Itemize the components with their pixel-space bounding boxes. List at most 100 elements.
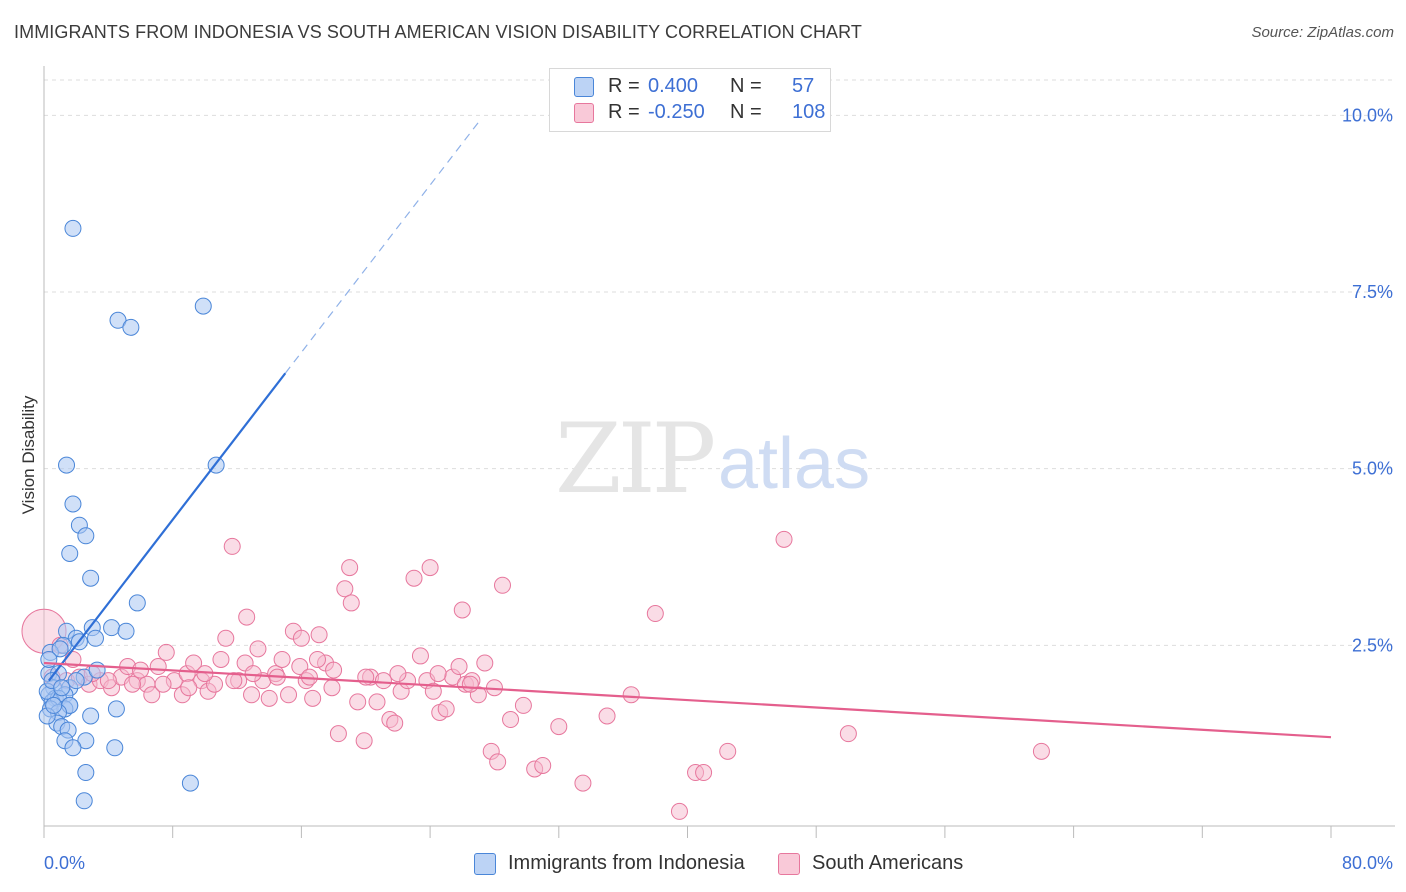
- data-point-south-americans: [368, 693, 386, 711]
- legend-swatch-pink: [778, 853, 800, 875]
- data-point-south-americans: [244, 665, 262, 683]
- data-point-indonesia: [86, 629, 104, 647]
- data-point-indonesia: [106, 739, 124, 757]
- data-point-south-americans: [421, 559, 439, 577]
- legend-label-indonesia: Immigrants from Indonesia: [508, 852, 745, 874]
- data-point-south-americans: [502, 711, 520, 729]
- data-point-indonesia: [194, 297, 212, 315]
- y-tick-label: 7.5%: [1352, 282, 1393, 302]
- data-point-south-americans: [411, 647, 429, 665]
- data-point-indonesia: [181, 774, 199, 792]
- data-point-south-americans: [429, 665, 447, 683]
- data-point-south-americans: [341, 559, 359, 577]
- data-point-south-americans: [646, 605, 664, 623]
- data-point-indonesia: [77, 764, 95, 782]
- data-point-indonesia: [82, 707, 100, 725]
- data-point-south-americans: [493, 576, 511, 594]
- data-point-south-americans: [143, 686, 161, 704]
- data-point-indonesia: [117, 622, 135, 640]
- data-point-south-americans: [280, 686, 298, 704]
- data-point-south-americans: [476, 654, 494, 672]
- data-point-south-americans: [123, 675, 141, 693]
- data-point-south-americans: [212, 650, 230, 668]
- data-point-south-americans: [180, 679, 198, 697]
- data-point-indonesia: [40, 650, 58, 668]
- data-point-south-americans: [453, 601, 471, 619]
- legend-swatch-pink: [574, 103, 594, 123]
- trend-lines: [43, 122, 1332, 739]
- gridlines: [44, 79, 1395, 646]
- data-point-south-americans: [273, 650, 291, 668]
- y-tick-label: 10.0%: [1342, 105, 1393, 125]
- data-point-south-americans: [461, 675, 479, 693]
- legend-r-label: R =: [608, 75, 640, 97]
- data-point-south-americans: [622, 686, 640, 704]
- data-point-south-americans: [217, 629, 235, 647]
- watermark-atlas: atlas: [718, 424, 870, 504]
- data-point-indonesia: [107, 700, 125, 718]
- y-axis-label: Vision Disability: [19, 395, 38, 514]
- data-point-south-americans: [719, 742, 737, 760]
- data-point-indonesia: [77, 527, 95, 545]
- data-point-south-americans: [260, 689, 278, 707]
- data-point-south-americans: [149, 658, 167, 676]
- data-point-south-americans: [670, 802, 688, 820]
- trend-line-indonesia: [47, 372, 287, 682]
- data-point-south-americans: [775, 530, 793, 548]
- data-point-indonesia: [103, 619, 121, 637]
- data-point-south-americans: [223, 537, 241, 555]
- x-tick-label-max: 80.0%: [1342, 853, 1393, 873]
- data-point-south-americans: [534, 756, 552, 774]
- stats-legend: R = 0.400 N = 57 R = -0.250 N = 108: [549, 68, 831, 132]
- data-point-south-americans: [598, 707, 616, 725]
- data-point-south-americans: [154, 675, 172, 693]
- data-point-south-americans: [329, 725, 347, 743]
- legend-n-label: N =: [730, 101, 762, 123]
- data-point-south-americans: [514, 696, 532, 714]
- data-point-south-americans: [405, 569, 423, 587]
- y-tick-label: 2.5%: [1352, 635, 1393, 655]
- legend-n-value: 108: [792, 101, 826, 123]
- data-point-south-americans: [132, 661, 150, 679]
- legend-n-label: N =: [730, 75, 762, 97]
- legend-r-value: -0.250: [648, 101, 705, 123]
- data-point-south-americans: [574, 774, 592, 792]
- data-point-indonesia: [51, 640, 69, 658]
- data-point-south-americans: [695, 764, 713, 782]
- data-point-south-americans: [489, 753, 507, 771]
- data-point-south-americans: [424, 682, 442, 700]
- tick-labels: 2.5% 5.0% 7.5% 10.0% 0.0% 80.0%: [44, 105, 1393, 873]
- data-point-south-americans: [550, 718, 568, 736]
- data-point-indonesia: [53, 679, 71, 697]
- data-point-south-americans: [374, 672, 392, 690]
- source-label: Source: ZipAtlas.com: [1251, 24, 1394, 41]
- data-point-indonesia: [45, 696, 63, 714]
- trend-line-south-americans: [43, 661, 1332, 739]
- data-point-indonesia: [67, 672, 85, 690]
- indonesia-points: [38, 219, 225, 810]
- legend-r-value: 0.400: [648, 75, 699, 97]
- x-tick-label-min: 0.0%: [44, 853, 85, 873]
- data-point-indonesia: [75, 792, 93, 810]
- data-point-south-americans: [349, 693, 367, 711]
- legend-swatch-blue: [574, 77, 594, 97]
- legend-r-label: R =: [608, 101, 640, 123]
- data-point-indonesia: [88, 661, 106, 679]
- watermark-zip: ZIP: [555, 403, 714, 515]
- data-point-indonesia: [77, 732, 95, 750]
- data-point-south-americans: [243, 686, 261, 704]
- watermark: ZIP atlas: [555, 403, 870, 515]
- data-point-indonesia: [58, 456, 76, 474]
- data-point-south-americans: [437, 700, 455, 718]
- y-tick-label: 5.0%: [1352, 459, 1393, 479]
- chart-title: IMMIGRANTS FROM INDONESIA VS SOUTH AMERI…: [14, 22, 863, 42]
- data-point-south-americans: [157, 643, 175, 661]
- data-point-indonesia: [122, 318, 140, 336]
- data-point-south-americans: [839, 725, 857, 743]
- data-point-south-americans: [206, 675, 224, 693]
- data-point-south-americans: [238, 608, 256, 626]
- legend-n-value: 57: [792, 75, 815, 97]
- data-point-south-americans: [389, 665, 407, 683]
- south-americans-points: [21, 530, 1050, 820]
